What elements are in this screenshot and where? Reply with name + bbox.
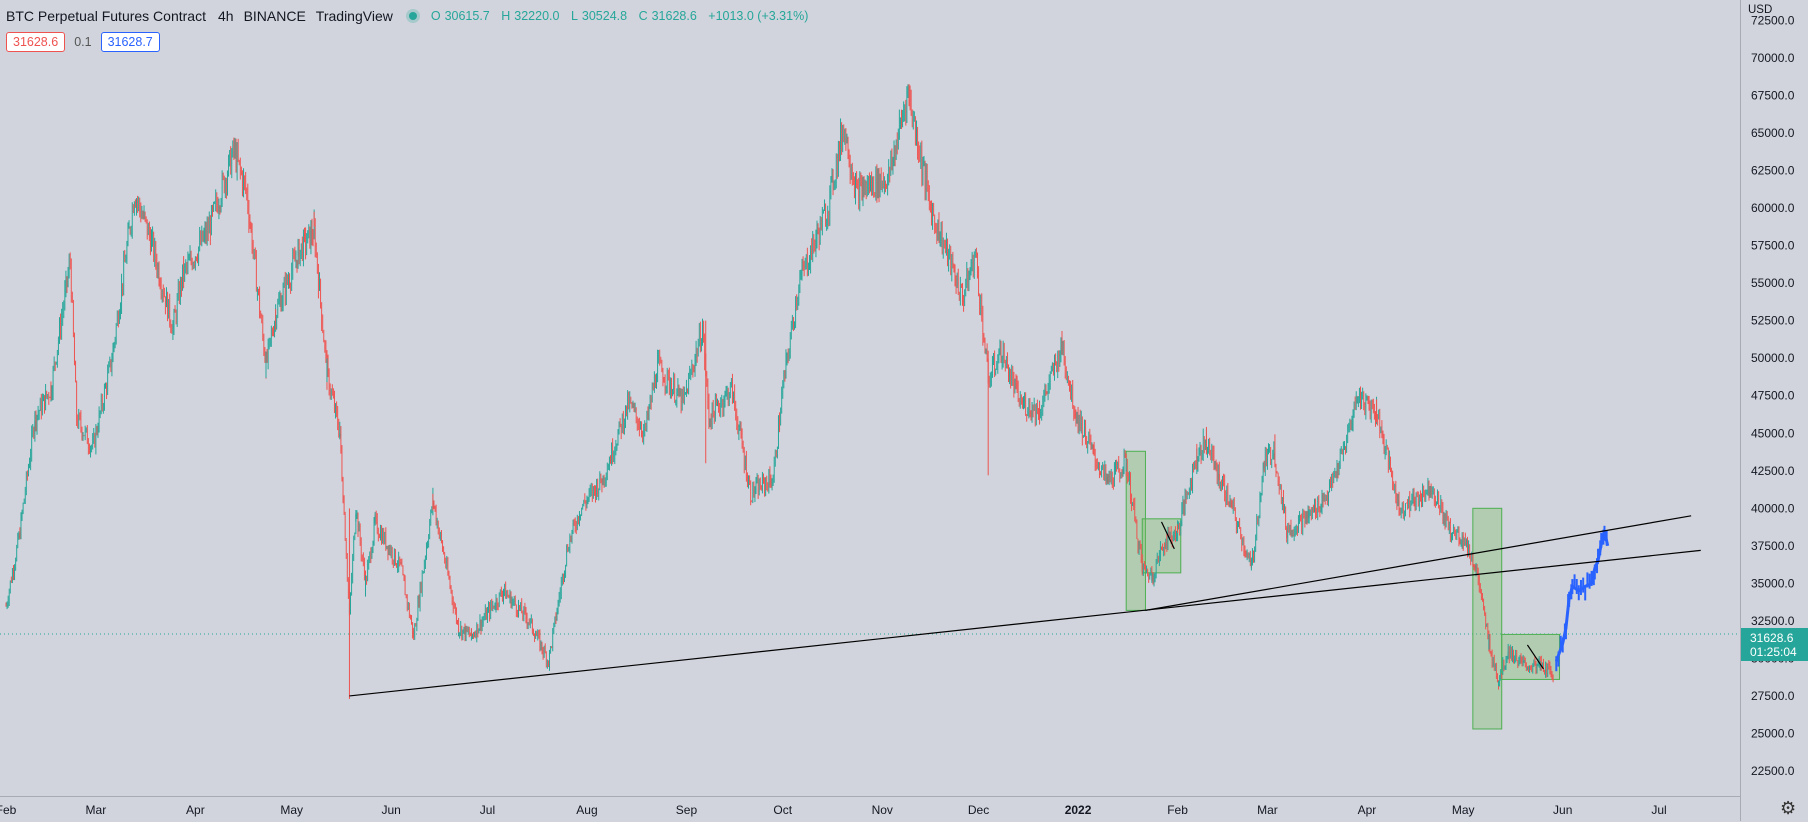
sell-price-button[interactable]: 31628.6 bbox=[6, 32, 66, 52]
time-axis[interactable] bbox=[0, 796, 1740, 822]
candlesticks bbox=[5, 84, 1554, 699]
buy-price-button[interactable]: 31628.7 bbox=[100, 32, 160, 52]
currency-label[interactable]: USD bbox=[1748, 4, 1773, 16]
price-axis[interactable] bbox=[1740, 0, 1808, 821]
close-value: C 31628.6 bbox=[638, 9, 697, 23]
spread-value: 0.1 bbox=[74, 35, 92, 49]
zone-boxes bbox=[1125, 450, 1561, 730]
low-value: L 30524.8 bbox=[570, 9, 628, 23]
order-price-row: 31628.6 0.1 31628.7 bbox=[6, 32, 160, 52]
change-value: +1013.0 (+3.31%) bbox=[708, 9, 809, 23]
data-source: TradingView bbox=[315, 8, 393, 24]
high-value: H 32220.0 bbox=[501, 9, 560, 23]
ohlc-values: O 30615.7 H 32220.0 L 30524.8 C 31628.6 +101… bbox=[431, 9, 813, 23]
trendline-3 bbox=[1526, 644, 1544, 670]
timeframe[interactable]: 4h bbox=[217, 8, 234, 24]
open-value: O 30615.7 bbox=[430, 9, 490, 23]
chart-header: BTC Perpetual Futures Contract 4h BINANC… bbox=[6, 6, 812, 26]
trendline-0 bbox=[349, 549, 1701, 697]
zone-box-0 bbox=[1125, 450, 1146, 611]
exchange-name: BINANCE bbox=[243, 8, 306, 24]
trendline-2 bbox=[1160, 521, 1175, 550]
trendlines bbox=[349, 515, 1701, 697]
gear-icon[interactable]: ⚙ bbox=[1780, 798, 1797, 818]
projection-path bbox=[1554, 525, 1610, 672]
trendline-1 bbox=[1145, 515, 1692, 611]
zone-box-1 bbox=[1141, 518, 1182, 574]
market-status-icon[interactable] bbox=[408, 12, 417, 20]
zone-box-2 bbox=[1472, 507, 1503, 730]
symbol-title[interactable]: BTC Perpetual Futures Contract bbox=[6, 8, 206, 24]
